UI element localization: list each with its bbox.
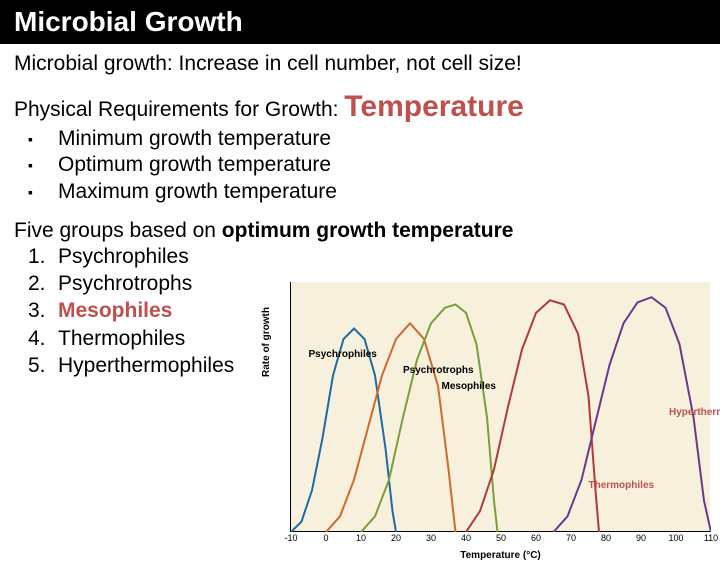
xtick: 100 (668, 533, 683, 543)
xtick: 50 (496, 533, 506, 543)
curve-label: Thermophiles (589, 480, 655, 491)
curve-label: Psychrophiles (309, 349, 377, 360)
xtick: 60 (531, 533, 541, 543)
list-text: Psychrotrophs (58, 272, 192, 295)
list-number: 1. (28, 243, 46, 270)
intro-text: Microbial growth: Increase in cell numbe… (14, 52, 706, 76)
curve-label: Psychrotrophs (403, 365, 474, 376)
list-number: 3. (28, 297, 46, 324)
list-number: 2. (28, 270, 46, 297)
xtick: -10 (284, 533, 297, 543)
groups-bold: optimum growth temperature (222, 219, 514, 242)
chart-ylabel: Rate of growth (261, 307, 272, 377)
phys-prefix: Physical Requirements for Growth: (14, 98, 344, 121)
list-number: 5. (28, 352, 46, 379)
chart-xlabel: Temperature (°C) (460, 550, 541, 561)
xtick: 70 (566, 533, 576, 543)
list-text: Thermophiles (58, 327, 185, 350)
bullet-item: Maximum growth temperature (14, 179, 706, 205)
xtick: 0 (323, 533, 328, 543)
curve-label: Mesophiles (442, 381, 496, 392)
physical-requirements-line: Physical Requirements for Growth: Temper… (14, 90, 706, 124)
bullet-item: Minimum growth temperature (14, 126, 706, 152)
list-text: Hyperthermophiles (58, 354, 234, 377)
xtick: 80 (601, 533, 611, 543)
chart-svg (291, 282, 711, 532)
xtick: 30 (426, 533, 436, 543)
list-text: Psychrophiles (58, 245, 189, 268)
bullet-item: Optimum growth temperature (14, 152, 706, 178)
list-text: Mesophiles (58, 299, 172, 322)
list-number: 4. (28, 325, 46, 352)
xtick: 10 (356, 533, 366, 543)
curve-label: Hyperthermophiles (669, 407, 720, 418)
chart-xticks: -100102030405060708090100110 (291, 533, 710, 545)
xtick: 110 (704, 533, 718, 543)
slide-title: Microbial Growth (0, 0, 720, 44)
requirements-bullets: Minimum growth temperature Optimum growt… (14, 126, 706, 205)
xtick: 20 (391, 533, 401, 543)
group-item: 1. Psychrophiles (14, 243, 706, 270)
groups-intro: Five groups based on optimum growth temp… (14, 219, 706, 243)
temperature-keyword: Temperature (344, 90, 524, 123)
xtick: 40 (461, 533, 471, 543)
xtick: 90 (636, 533, 646, 543)
groups-prefix: Five groups based on (14, 219, 222, 242)
growth-chart: Rate of growth Temperature (°C) -1001020… (290, 282, 710, 532)
